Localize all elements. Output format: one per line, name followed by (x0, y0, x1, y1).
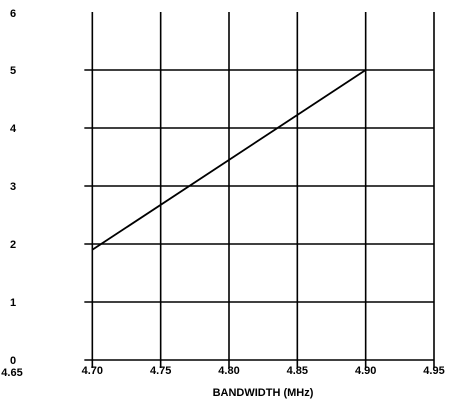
grid-layer (84, 12, 435, 368)
x-tick-label-6: 4.95 (423, 365, 444, 377)
y-tick-label-5: 5 (10, 65, 16, 77)
x-tick-label-2: 4.75 (150, 365, 171, 377)
y-tick-label-0: 0 (10, 355, 16, 367)
x-tick-label-4: 4.85 (287, 365, 308, 377)
x-tick-label-1: 4.70 (82, 365, 103, 377)
y-tick-label-2: 2 (10, 239, 16, 251)
series-layer (91, 69, 367, 251)
x-tick-label-5: 4.90 (355, 365, 376, 377)
y-tick-label-3: 3 (10, 181, 16, 193)
y-tick-labels: 0 1 2 3 4 5 6 (10, 8, 17, 367)
y-tick-label-4: 4 (10, 123, 17, 135)
y-tick-label-1: 1 (10, 297, 16, 309)
x-axis-title: BANDWIDTH (MHz) (213, 387, 314, 399)
y-tick-label-6: 6 (10, 8, 16, 20)
x-tick-label-0: 4.65 (1, 367, 22, 379)
series-line-0 (91, 69, 367, 251)
x-tick-labels: 4.65 4.70 4.75 4.80 4.85 4.90 4.95 (1, 365, 444, 379)
x-tick-label-3: 4.80 (218, 365, 239, 377)
